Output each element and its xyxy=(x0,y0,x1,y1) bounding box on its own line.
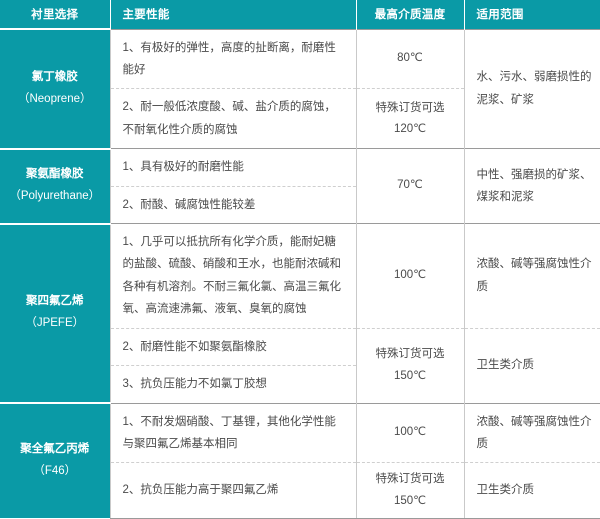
temperature-line-2: 150℃ xyxy=(393,494,427,507)
temperature-line-1: 特殊订货可选 xyxy=(375,101,445,114)
scope-cell: 浓酸、碱等强腐蚀性介质 xyxy=(463,223,600,329)
scope-cell: 卫生类介质 xyxy=(463,462,600,519)
column-header-max-medium-temperature: 最高介质温度 xyxy=(356,0,465,29)
temperature-cell: 特殊订货可选 150℃ xyxy=(355,462,464,519)
material-name-cn: 氯丁橡胶 xyxy=(31,71,78,83)
temperature-cell: 100℃ xyxy=(355,402,464,463)
material-cell-polyurethane: 聚氨酯橡胶 （Polyurethane） xyxy=(0,147,110,224)
table-row: 聚全氟乙丙烯 （F46） 1、不耐发烟硝酸、丁基锂，其他化学性能与聚四氟乙烯基本… xyxy=(0,402,600,519)
temperature-line-2: 150℃ xyxy=(393,369,427,382)
temperature-line-1: 特殊订货可选 xyxy=(375,348,445,361)
scope-cell: 水、污水、弱磨损性的泥浆、矿浆 xyxy=(463,28,600,149)
material-name-en: （JPEFE） xyxy=(25,317,85,330)
table-row: 2、耐磨性能不如聚氨酯橡胶 特殊订货可选 150℃ 卫生类介质 xyxy=(0,327,600,404)
table-row: 聚四氟乙烯 （JPEFE） 1、几乎可以抵抗所有化学介质，能耐妃糖的盐酸、硫酸、… xyxy=(0,222,600,404)
temperature-cell: 80℃ xyxy=(355,28,464,89)
performance-cell: 2、耐磨性能不如聚氨酯橡胶 xyxy=(109,327,356,366)
material-cell-jpefe: 聚四氟乙烯 （JPEFE） xyxy=(0,222,110,404)
performance-cell: 1、几乎可以抵抗所有化学介质，能耐妃糖的盐酸、硫酸、硝酸和王水，也能耐浓碱和各种… xyxy=(109,223,356,329)
performance-cell: 3、抗负压能力不如氯丁胶想 xyxy=(109,365,356,404)
performance-cell: 2、耐一般低浓度酸、碱、盐介质的腐蚀，不耐氧化性介质的腐蚀 xyxy=(109,88,356,149)
temperature-cell: 70℃ xyxy=(355,148,464,224)
table-row: 聚氨酯橡胶 （Polyurethane） 1、具有极好的耐磨性能 70℃ 中性、… xyxy=(0,147,600,224)
material-name-cn: 聚氨酯橡胶 xyxy=(26,168,84,181)
material-name-en: （Neoprene） xyxy=(17,92,92,105)
scope-cell: 卫生类介质 xyxy=(463,327,600,404)
material-name-en: （Polyurethane） xyxy=(9,190,101,203)
temperature-cell: 特殊订货可选 120℃ xyxy=(355,88,464,149)
scope-cell: 中性、强磨损的矿浆、煤浆和泥浆 xyxy=(463,148,600,224)
table-row: 3、抗负压能力不如氯丁胶想 xyxy=(0,365,600,404)
performance-cell: 1、有极好的弹性，高度的扯断离，耐磨性能好 xyxy=(109,28,356,89)
temperature-line-1: 特殊订货可选 xyxy=(375,473,445,486)
table-body: 氯丁橡胶 （Neoprene） 1、有极好的弹性，高度的扯断离，耐磨性能好 80… xyxy=(0,28,600,519)
column-header-application-scope: 适用范围 xyxy=(464,0,600,29)
table-header: 衬里选择 主要性能 最高介质温度 适用范围 xyxy=(0,0,600,29)
material-cell-f46: 聚全氟乙丙烯 （F46） xyxy=(0,402,110,519)
material-name-en: （F46） xyxy=(33,465,77,478)
table-header-row: 衬里选择 主要性能 最高介质温度 适用范围 xyxy=(0,0,600,29)
temperature-cell: 100℃ xyxy=(355,223,464,329)
material-name-cn: 聚全氟乙丙烯 xyxy=(20,443,90,456)
table-row: 2、耐一般低浓度酸、碱、盐介质的腐蚀，不耐氧化性介质的腐蚀 特殊订货可选 120… xyxy=(0,88,600,149)
temperature-line-2: 120℃ xyxy=(393,122,427,135)
temperature-cell: 特殊订货可选 150℃ xyxy=(355,327,464,404)
table-row: 2、耐酸、碱腐蚀性能较差 xyxy=(0,185,600,224)
performance-cell: 2、抗负压能力高于聚四氟乙烯 xyxy=(109,462,356,519)
material-name-cn: 聚四氟乙烯 xyxy=(26,295,84,308)
column-header-main-performance: 主要性能 xyxy=(110,0,357,29)
scope-cell: 浓酸、碱等强腐蚀性介质 xyxy=(463,402,600,463)
performance-cell: 1、不耐发烟硝酸、丁基锂，其他化学性能与聚四氟乙烯基本相同 xyxy=(109,402,356,463)
performance-cell: 1、具有极好的耐磨性能 xyxy=(109,148,356,187)
table-row: 氯丁橡胶 （Neoprene） 1、有极好的弹性，高度的扯断离，耐磨性能好 80… xyxy=(0,28,600,149)
column-header-lining-selection: 衬里选择 xyxy=(0,0,111,29)
performance-cell: 2、耐酸、碱腐蚀性能较差 xyxy=(109,185,356,224)
material-cell-neoprene: 氯丁橡胶 （Neoprene） xyxy=(0,28,110,149)
